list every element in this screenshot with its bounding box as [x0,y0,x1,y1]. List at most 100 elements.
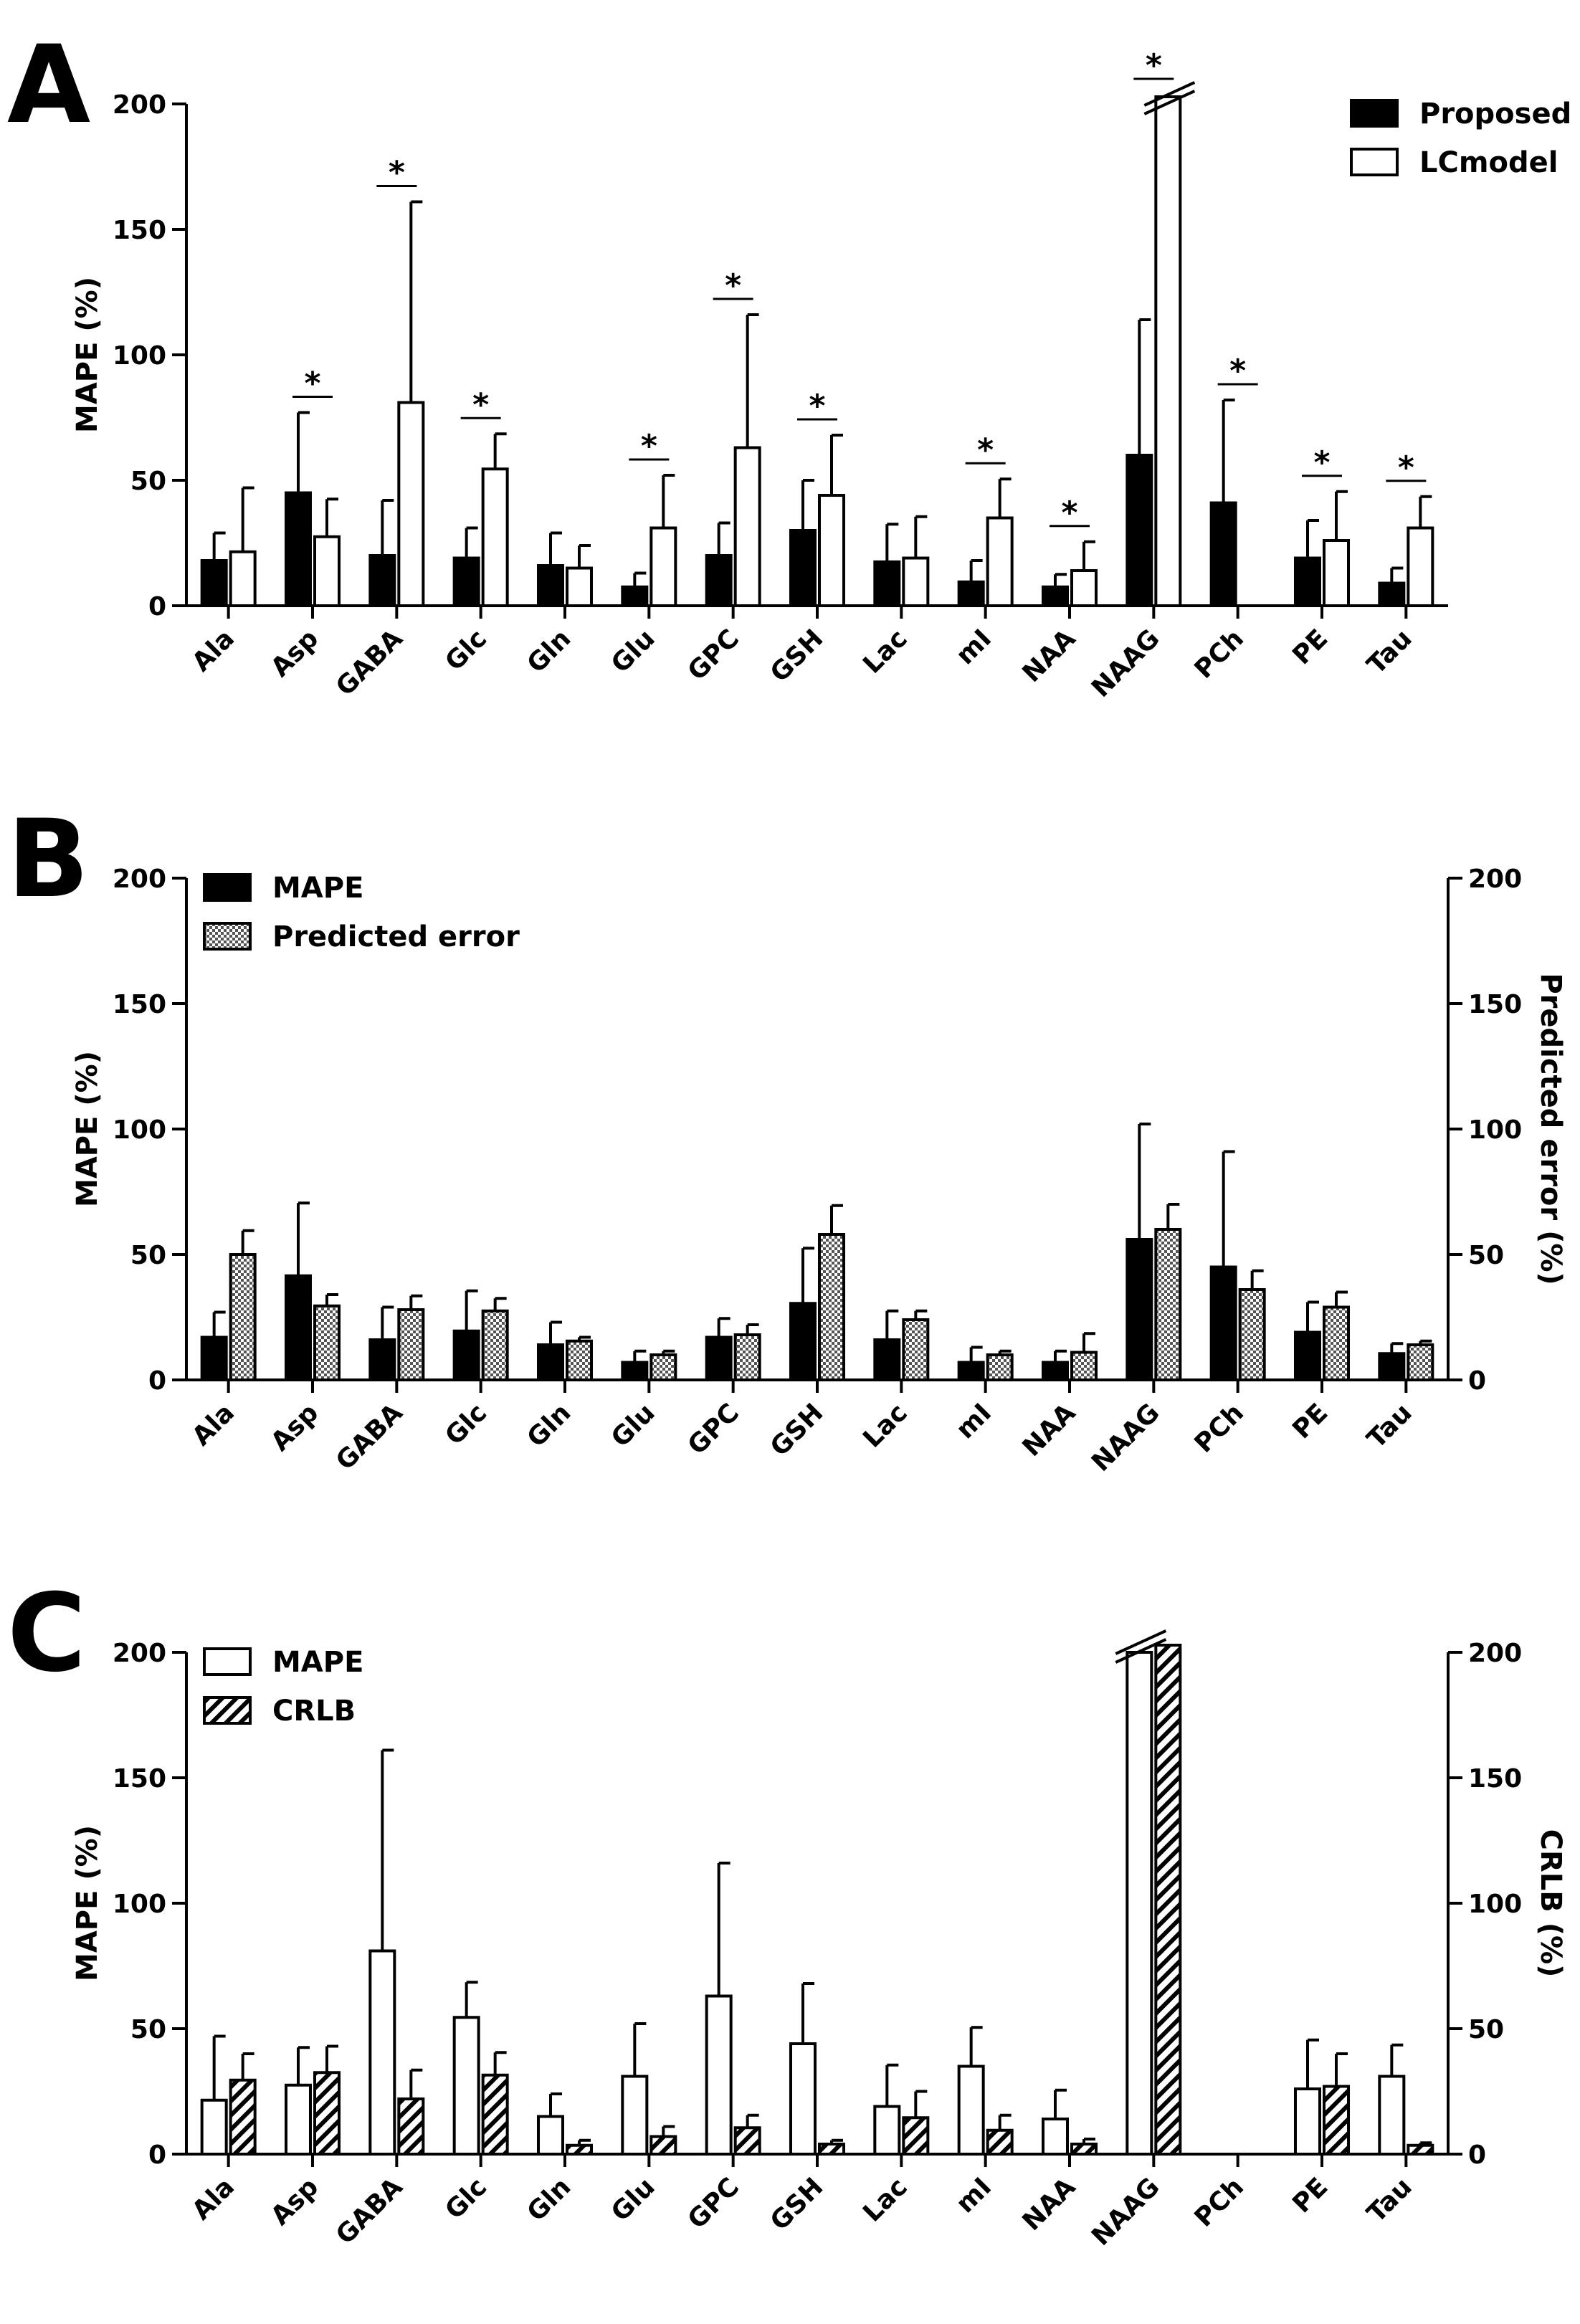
x-category-label: Lac [857,2172,913,2227]
bar-solid [537,564,564,607]
legend-swatch-solid [203,873,252,902]
y-tick-label: 0 [148,592,166,622]
x-category-label: Glc [439,1398,492,1451]
y2-tick-label: 0 [1468,2140,1486,2170]
legend-swatch-open [1350,148,1399,176]
x-category-label: Lac [857,624,913,679]
bar-open [537,2115,564,2156]
x-category-label: mI [951,2172,997,2219]
bar-open [1125,1651,1153,2156]
bar-solid [200,559,228,607]
x-category-label: Asp [265,624,324,682]
legend: Proposed LCmodel [1350,97,1571,179]
bar-open [452,2016,480,2156]
significance-star: * [1061,495,1077,531]
bar-hatched [1070,2143,1098,2156]
bar-checkered [1070,1351,1098,1381]
significance-marker: * [292,366,333,402]
legend-label: Predicted error [272,920,520,953]
x-category-label: PCh [1189,624,1250,684]
bar-solid [705,554,733,607]
axis-break-mark [1143,81,1196,115]
x-category-label: Gln [522,2172,577,2227]
bar-solid [1294,556,1321,607]
bar-checkered [649,1353,677,1381]
significance-marker: * [1217,353,1258,389]
bar-solid [368,1338,396,1381]
x-category-label: GSH [765,624,829,688]
bar-solid [1378,1352,1406,1381]
bar-solid [285,491,312,607]
bar-open [873,2105,901,2156]
significance-star: * [389,155,405,191]
x-category-label: NAA [1017,624,1082,688]
y2-tick-label: 100 [1468,1115,1522,1145]
bar-checkered [481,1309,509,1381]
panel-c-chart: C 0 50 100 150 200 0 50 100 150 200 CRLB (%) MAPE (%… [0,1548,1580,2324]
legend-label: Proposed [1419,97,1571,130]
x-category-label: Glc [439,624,492,677]
bar-open [649,526,677,607]
significance-marker: * [1302,444,1342,481]
y-tick-label: 100 [113,1115,166,1145]
bar-open [818,494,845,607]
significance-star: * [1313,444,1330,481]
significance-star: * [304,366,320,402]
significance-marker: * [713,267,753,304]
significance-star: * [977,432,994,468]
bar-checkered [313,1304,341,1381]
legend-label: MAPE [272,1646,363,1679]
bar-hatched [986,2128,1014,2156]
bar-checkered [986,1353,1014,1381]
legend-swatch-solid [1350,99,1399,128]
bar-hatched [313,2071,341,2156]
y2-tick-label: 100 [1468,1890,1522,1919]
bar-solid [368,554,396,607]
bar-solid [789,529,817,607]
bar-checkered [566,1339,593,1381]
x-category-label: GABA [330,2172,409,2250]
x-category-label: GABA [330,624,409,702]
bar-checkered [229,1253,257,1381]
y2-axis-title: CRLB (%) [1534,1829,1567,1978]
y-tick-label: 200 [113,1639,166,1668]
y-tick-label: 150 [113,216,166,245]
chart-svg-a: A 0 50 100 150 200 MAPE (%) Ala Asp * GABA * Glc * Gln… [7,23,1571,703]
bar-open [902,556,930,607]
bar-open [1323,539,1350,607]
bar-solid [621,585,649,607]
bar-checkered [902,1318,930,1381]
bar-open [200,2098,228,2156]
y2-tick-label: 0 [1468,1366,1486,1396]
bar-open [1378,2075,1406,2156]
significance-marker: * [965,432,1006,468]
legend: MAPE Predicted error [203,872,520,953]
bar-checkered [733,1333,761,1381]
x-category-label: NAAG [1086,1398,1166,1477]
legend-label: MAPE [272,872,363,905]
bar-hatched [397,2097,425,2156]
bar-checkered [818,1233,845,1381]
bar-open [285,2083,312,2156]
x-category-label: GPC [682,624,745,686]
x-category-label: PE [1287,1398,1333,1444]
bar-checkered [1238,1288,1266,1381]
significance-marker: * [629,428,670,465]
bar-solid [200,1335,228,1381]
y-tick-label: 50 [130,1241,166,1270]
x-category-label: Tau [1361,624,1417,680]
significance-star: * [472,386,489,423]
legend-swatch-open [203,1647,252,1676]
x-category-label: Gln [522,1398,577,1453]
x-category-label: Glc [439,2172,492,2225]
x-category-label: Asp [265,1398,324,1457]
bar-open [1407,526,1434,607]
bar-open [566,566,593,607]
x-category-label: Asp [265,2172,324,2231]
bar-hatched [733,2126,761,2156]
significance-star: * [725,267,741,304]
y-tick-label: 50 [130,2015,166,2044]
panel-a-chart: A 0 50 100 150 200 MAPE (%) Ala Asp * GABA * Glc * Gln… [0,0,1580,774]
panel-b-chart: B 0 50 100 150 200 0 50 100 150 200 Predicted error… [0,774,1580,1548]
x-category-label: Tau [1361,2172,1417,2228]
